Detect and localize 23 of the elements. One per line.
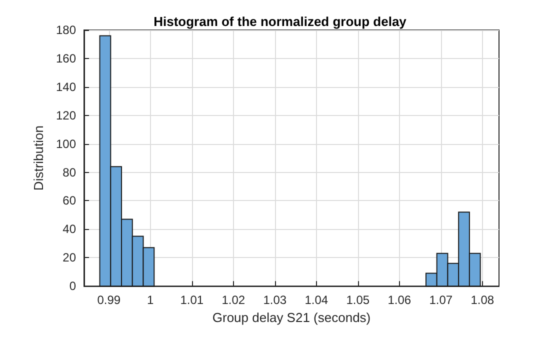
x-tick-label: 1.08	[470, 293, 494, 308]
y-axis-title: Distribution	[31, 126, 46, 191]
y-tick-label: 40	[62, 222, 76, 236]
y-tick-label: 140	[56, 80, 76, 94]
x-tick-label: 1.06	[388, 293, 412, 308]
x-tick-label: 1.03	[263, 293, 287, 308]
x-axis-title: Group delay S21 (seconds)	[212, 310, 371, 325]
y-tick-label: 60	[62, 194, 76, 208]
y-tick-label: 20	[62, 250, 76, 265]
x-tick-label: 1	[147, 293, 154, 308]
y-tick-label: 80	[62, 165, 76, 180]
y-tick-label: 180	[56, 23, 76, 37]
x-tick-label: 1.04	[304, 293, 328, 308]
chart-title: Histogram of the normalized group delay	[154, 14, 408, 29]
x-tick-label: 1.01	[180, 293, 204, 308]
x-tick-label: 1.05	[346, 293, 370, 308]
x-tick-label: 0.99	[97, 293, 121, 308]
y-tick-label: 0	[69, 279, 76, 294]
y-tick-label: 120	[56, 108, 76, 122]
x-tick-label: 1.07	[429, 293, 453, 308]
y-tick-label: 160	[56, 51, 76, 66]
x-tick-label: 1.02	[222, 293, 246, 308]
y-tick-label: 100	[56, 136, 76, 151]
